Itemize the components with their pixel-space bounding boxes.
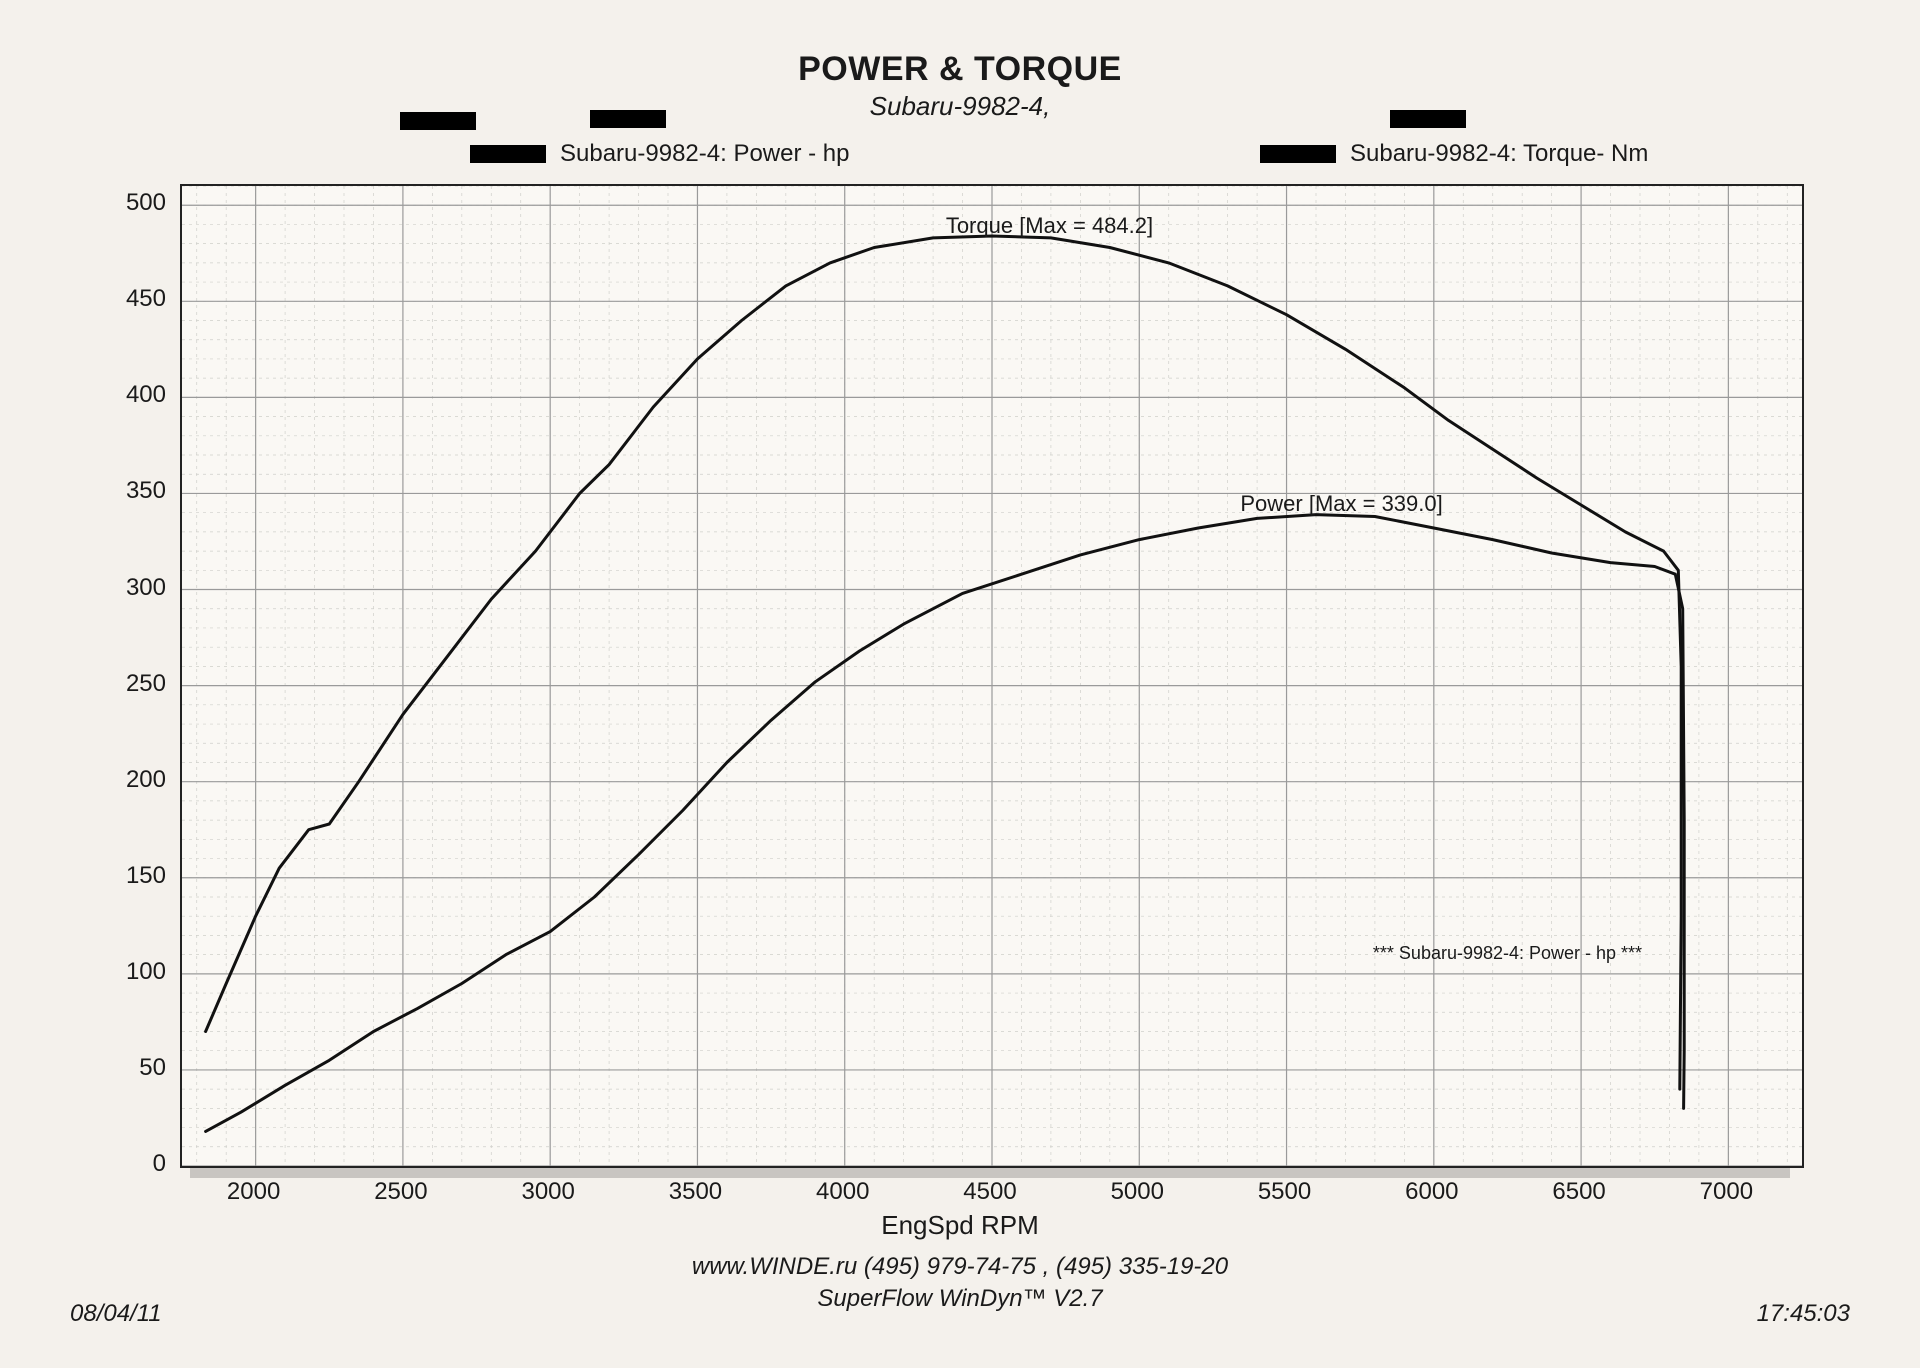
y-tick-label: 250 xyxy=(126,670,180,698)
y-tick-label: 200 xyxy=(126,766,180,794)
y-tick-label: 500 xyxy=(126,189,180,217)
x-axis-label: EngSpd RPM xyxy=(60,1210,1860,1241)
y-tick-label: 400 xyxy=(126,381,180,409)
title-block: POWER & TORQUE Subaru-9982-4, xyxy=(60,50,1860,122)
torque-max-label: Torque [Max = 484.2] xyxy=(946,213,1153,239)
legend-torque-label: Subaru-9982-4: Torque- Nm xyxy=(1350,140,1648,168)
x-tick-label: 2000 xyxy=(227,1168,280,1206)
dyno-sheet: POWER & TORQUE Subaru-9982-4, Subaru-998… xyxy=(0,0,1920,1368)
legend-swatch-icon xyxy=(470,145,546,163)
power-max-label: Power [Max = 339.0] xyxy=(1240,491,1442,517)
legend-swatch-icon xyxy=(1260,145,1336,163)
x-tick-label: 5500 xyxy=(1258,1168,1311,1206)
y-tick-label: 0 xyxy=(153,1150,180,1178)
legend-swatch-top-right xyxy=(1390,110,1466,128)
series-note-label: *** Subaru-9982-4: Power - hp *** xyxy=(1373,943,1642,964)
y-tick-label: 50 xyxy=(139,1054,180,1082)
y-tick-label: 450 xyxy=(126,285,180,313)
legend-swatch-overlay xyxy=(400,112,476,130)
x-tick-label: 2500 xyxy=(374,1168,427,1206)
legend-row: Subaru-9982-4: Power - hp Subaru-9982-4:… xyxy=(60,140,1860,176)
x-tick-label: 7000 xyxy=(1700,1168,1753,1206)
legend-power: Subaru-9982-4: Power - hp xyxy=(470,140,850,168)
x-tick-label: 4500 xyxy=(963,1168,1016,1206)
y-tick-label: 100 xyxy=(126,958,180,986)
legend-torque: Subaru-9982-4: Torque- Nm xyxy=(1260,140,1648,168)
chart-subtitle: Subaru-9982-4, xyxy=(60,91,1860,122)
y-tick-label: 350 xyxy=(126,477,180,505)
x-tick-label: 4000 xyxy=(816,1168,869,1206)
y-tick-label: 150 xyxy=(126,862,180,890)
x-tick-label: 5000 xyxy=(1111,1168,1164,1206)
footer-time: 17:45:03 xyxy=(1757,1300,1850,1328)
y-tick-label: 300 xyxy=(126,574,180,602)
x-tick-label: 3500 xyxy=(669,1168,722,1206)
x-tick-label: 6500 xyxy=(1552,1168,1605,1206)
legend-power-label: Subaru-9982-4: Power - hp xyxy=(560,140,850,168)
chart-title: POWER & TORQUE xyxy=(60,50,1860,89)
dyno-chart xyxy=(180,184,1804,1168)
footer-date: 08/04/11 xyxy=(70,1300,162,1328)
x-tick-label: 3000 xyxy=(521,1168,574,1206)
x-tick-label: 6000 xyxy=(1405,1168,1458,1206)
chart-area: Torque [Max = 484.2] Power [Max = 339.0]… xyxy=(180,184,1780,1168)
footer-center: www.WINDE.ru (495) 979-74-75 , (495) 335… xyxy=(60,1251,1860,1316)
footer-line1: www.WINDE.ru (495) 979-74-75 , (495) 335… xyxy=(60,1251,1860,1283)
legend-swatch-top-left xyxy=(590,110,666,128)
footer-line2: SuperFlow WinDyn™ V2.7 xyxy=(60,1283,1860,1315)
